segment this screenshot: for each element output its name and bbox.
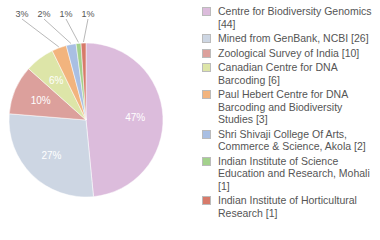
- html-text:Indian Institute of Science Ed: Indian Institute of Science Education an…: [218, 154, 370, 192]
- html-text:Indian Institute of Horticultu: Indian Institute of Horticultural Resear…: [218, 194, 357, 219]
- svg-text:10%: 10%: [31, 95, 51, 106]
- svg-text:3%: 3%: [15, 9, 28, 19]
- svg-text:1%: 1%: [81, 9, 94, 19]
- svg-text:1%: 1%: [59, 9, 72, 19]
- html-text:Shri Shivaji College Of Arts,: Shri Shivaji College Of Arts, Commerce &…: [218, 127, 366, 152]
- html-text:Zoological Survey of India [10: Zoological Survey of India [10]: [218, 46, 360, 59]
- html-text:Centre for Biodiversity Genomi: Centre for Biodiversity Genomics [44]: [218, 5, 372, 30]
- svg-text:27%: 27%: [41, 150, 61, 161]
- html-text:Canadian Centre for DNA Barcod: Canadian Centre for DNA Barcoding [6]: [218, 61, 338, 86]
- svg-text:47%: 47%: [125, 112, 145, 123]
- html-text:Mined from GenBank, NCBI [26]: Mined from GenBank, NCBI [26]: [218, 32, 369, 44]
- svg-text:6%: 6%: [49, 75, 64, 86]
- html-text:Paul Hebert Centre for DNA Bar: Paul Hebert Centre for DNA Barcoding and…: [218, 88, 348, 125]
- svg-text:2%: 2%: [37, 9, 50, 19]
